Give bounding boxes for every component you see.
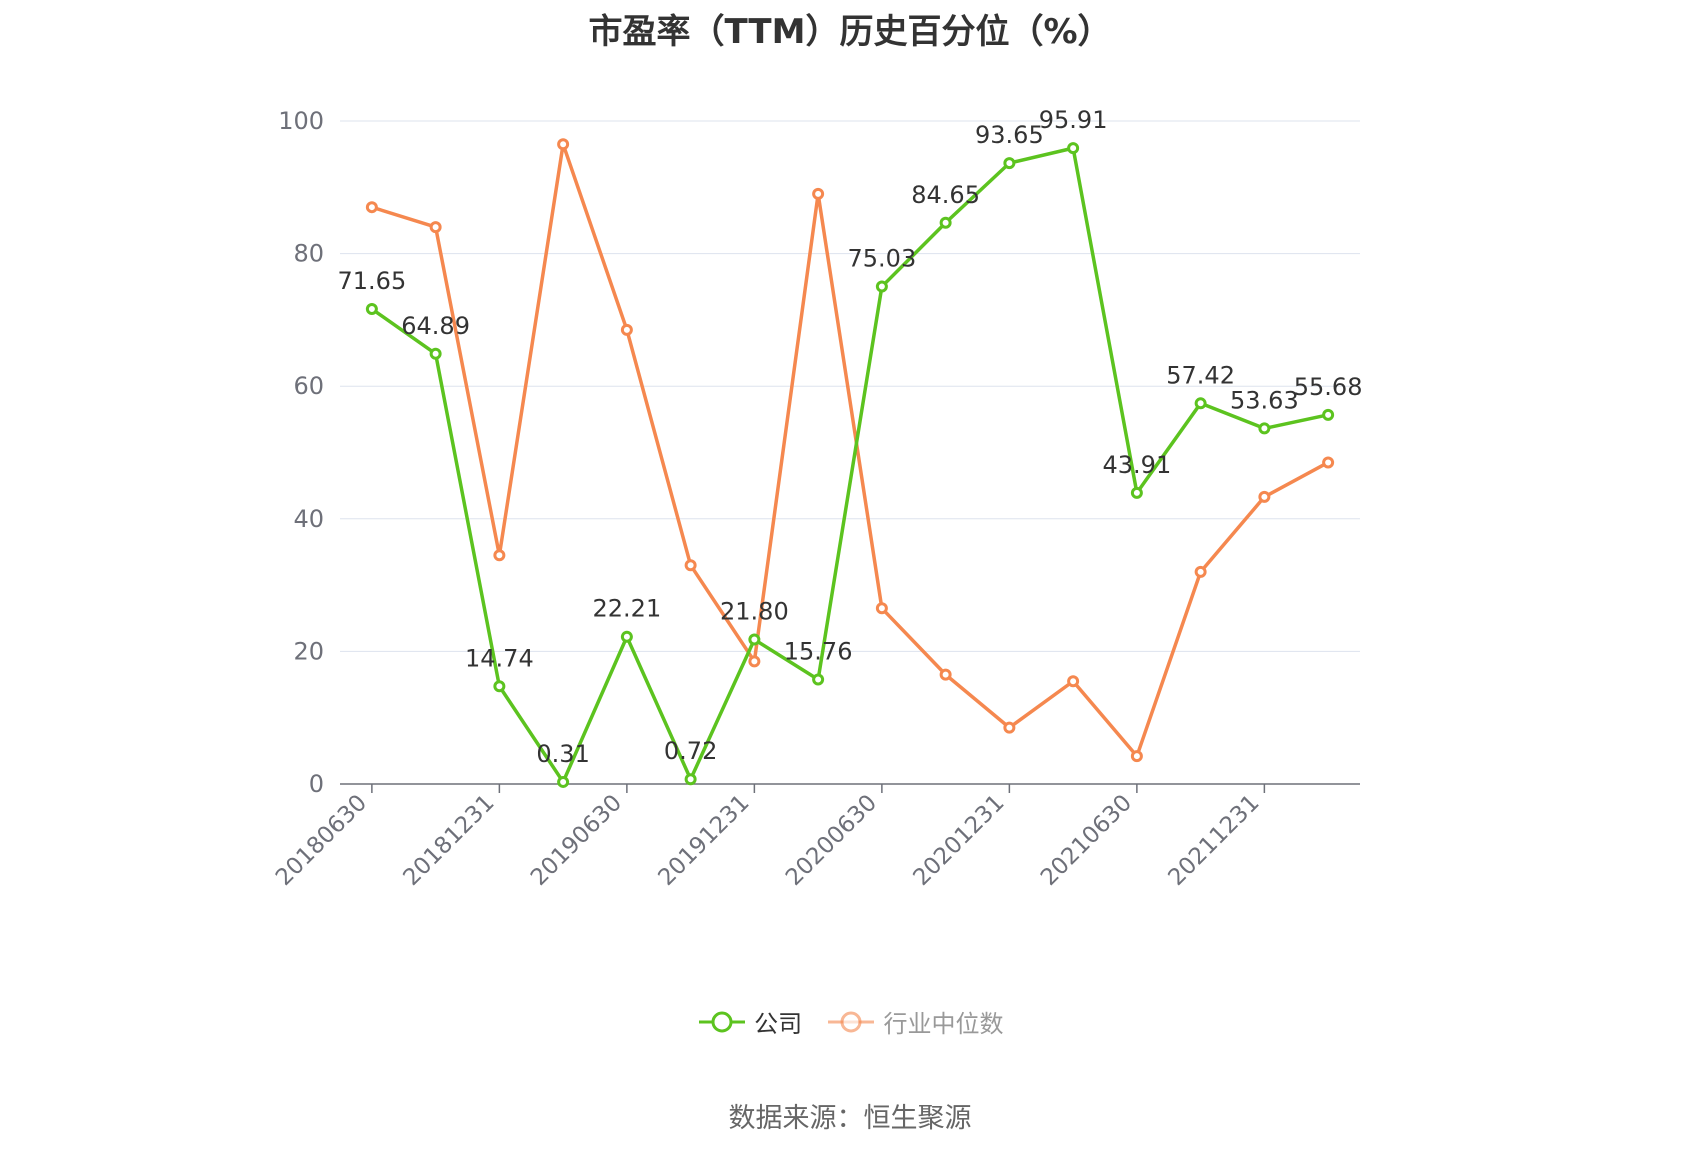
y-tick-label: 100 xyxy=(278,107,324,135)
data-point-company xyxy=(1130,486,1143,499)
legend-label-company: 公司 xyxy=(754,1010,803,1038)
data-label: 93.65 xyxy=(975,121,1044,149)
data-point-industry xyxy=(1194,565,1207,578)
data-point-company xyxy=(1003,157,1016,170)
data-label: 22.21 xyxy=(593,595,662,623)
legend-item-company[interactable]: 公司 xyxy=(697,1004,803,1039)
legend: 公司 行业中位数 xyxy=(0,1004,1700,1039)
data-point-company xyxy=(812,673,825,686)
data-point-company xyxy=(1322,408,1335,421)
y-tick-label: 60 xyxy=(293,372,324,400)
data-point-industry xyxy=(1003,721,1016,734)
legend-marker-company-icon xyxy=(698,1011,745,1032)
data-point-industry xyxy=(939,668,952,681)
data-point-company xyxy=(1067,142,1080,155)
data-label: 64.89 xyxy=(401,312,470,340)
data-point-company xyxy=(365,302,378,315)
data-point-industry xyxy=(812,187,825,200)
data-labels: 71.65 64.89 14.74 0.31 22.21 0.72 21.80 15.76 75… xyxy=(338,106,1363,768)
data-label: 43.91 xyxy=(1103,451,1172,479)
y-tick-label: 20 xyxy=(293,637,324,665)
data-point-company xyxy=(493,680,506,693)
x-tick-label: 20181231 xyxy=(398,790,499,891)
data-label: 21.80 xyxy=(720,597,789,625)
chart-title: 市盈率（TTM）历史百分位（%） xyxy=(588,12,1112,52)
data-label: 71.65 xyxy=(338,267,407,295)
data-point-industry xyxy=(1322,456,1335,469)
series-line-company xyxy=(370,146,1329,784)
data-point-company xyxy=(939,216,952,229)
data-point-industry xyxy=(365,201,378,214)
series-line-industry xyxy=(371,142,1329,758)
x-tick-label: 20210630 xyxy=(1036,790,1137,891)
data-point-industry xyxy=(429,221,442,234)
data-label: 53.63 xyxy=(1230,386,1299,414)
legend-label-industry: 行业中位数 xyxy=(883,1010,1004,1038)
data-point-company xyxy=(620,630,633,643)
y-tick-label: 40 xyxy=(293,505,324,533)
data-point-company xyxy=(1258,422,1271,435)
data-point-company xyxy=(557,775,570,788)
x-tick-label: 20180630 xyxy=(271,790,372,891)
data-point-industry xyxy=(557,138,570,151)
grid-lines xyxy=(340,120,1360,652)
data-label: 55.68 xyxy=(1294,373,1363,401)
data-label: 57.42 xyxy=(1166,361,1235,389)
legend-item-industry[interactable]: 行业中位数 xyxy=(826,1004,1004,1039)
data-point-company xyxy=(875,280,888,293)
data-label: 75.03 xyxy=(848,245,917,273)
data-label: 0.72 xyxy=(664,737,717,765)
x-tick-label: 20191231 xyxy=(653,790,754,891)
y-tick-label: 0 xyxy=(309,770,324,798)
data-point-company xyxy=(684,773,697,786)
x-tick-label: 20190630 xyxy=(526,790,627,891)
data-point-industry xyxy=(748,655,761,668)
legend-marker-industry-icon xyxy=(827,1011,874,1032)
data-label: 15.76 xyxy=(784,638,853,666)
data-point-company xyxy=(429,347,442,360)
x-tick-label: 20201231 xyxy=(908,790,1009,891)
data-point-industry xyxy=(620,323,633,336)
data-label: 0.31 xyxy=(536,740,589,768)
data-label: 84.65 xyxy=(911,181,980,209)
series-lines xyxy=(365,138,1335,788)
data-point-industry xyxy=(684,559,697,572)
x-tick-label: 20211231 xyxy=(1163,790,1264,891)
data-point-industry xyxy=(1130,750,1143,763)
data-point-company xyxy=(1194,397,1207,410)
data-point-industry xyxy=(1258,490,1271,503)
data-point-company xyxy=(748,633,761,646)
y-tick-label: 80 xyxy=(293,240,324,268)
data-point-industry xyxy=(1067,675,1080,688)
data-point-industry xyxy=(875,602,888,615)
data-label: 14.74 xyxy=(465,644,534,672)
x-tick-label: 20200630 xyxy=(781,790,882,891)
source-note: 数据来源：恒生聚源 xyxy=(728,1103,972,1134)
data-label: 95.91 xyxy=(1039,106,1108,134)
data-point-industry xyxy=(493,549,506,562)
